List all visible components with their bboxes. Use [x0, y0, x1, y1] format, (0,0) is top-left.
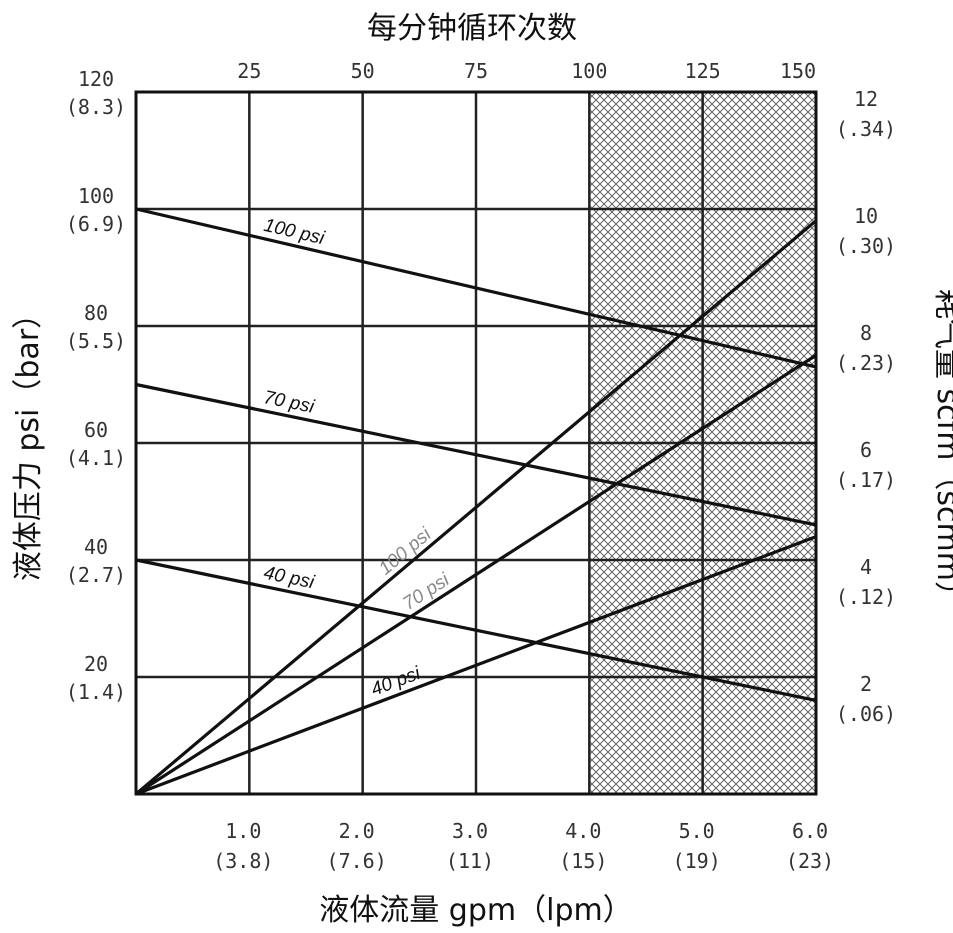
y-tick-sublabel: (4.1): [66, 446, 126, 470]
plot-frame: [134, 90, 818, 796]
y2-axis-label: 耗气量 scfm（scmm）: [930, 289, 953, 611]
pressure-line: [135, 207, 817, 369]
y-tick-label: 80: [84, 301, 108, 325]
y-tick-sublabel: (5.5): [66, 329, 126, 353]
top-tick-label: 100: [571, 59, 607, 83]
x-tick-sublabel: (11): [446, 849, 494, 873]
y2-tick-sublabel: (.30): [836, 234, 896, 258]
y-tick-label: 40: [84, 535, 108, 559]
air-line-label: 100 psi: [375, 524, 436, 580]
top-tick-label: 125: [685, 59, 721, 83]
y-tick-sublabel: (6.9): [66, 212, 126, 236]
x-tick-sublabel: (15): [559, 849, 607, 873]
x-tick-label: 4.0: [565, 819, 601, 843]
y-tick-label: 120: [78, 67, 114, 91]
x-tick-sublabel: (7.6): [327, 849, 387, 873]
y-axis-label: 液体压力 psi（bar）: [11, 299, 46, 581]
x-tick-sublabel: (19): [673, 849, 721, 873]
top-tick-label: 25: [237, 59, 261, 83]
y2-tick-sublabel: (.17): [836, 468, 896, 492]
tick-labels: 1.0 (3.8) 2.0 (7.6) 3.0 (11) 4.0 (15) 5.0 (19) 6.0…: [66, 59, 896, 873]
x-tick-label: 5.0: [679, 819, 715, 843]
chart-title: 每分钟循环次数: [367, 11, 577, 46]
pressure-line: [135, 558, 817, 702]
y-tick-label: 20: [84, 652, 108, 676]
grid: [136, 92, 816, 794]
x-tick-label: 1.0: [225, 819, 261, 843]
y2-tick-label: 6: [860, 438, 872, 462]
series-lines: [134, 207, 818, 796]
y2-tick-sublabel: (.12): [836, 585, 896, 609]
y-tick-sublabel: (1.4): [66, 680, 126, 704]
top-tick-label: 150: [780, 59, 816, 83]
air-line: [135, 535, 817, 796]
air-line: [134, 219, 818, 796]
y-tick-label: 100: [78, 184, 114, 208]
x-tick-label: 3.0: [452, 819, 488, 843]
y-tick-sublabel: (2.7): [66, 563, 126, 587]
y2-tick-label: 8: [860, 321, 872, 345]
y2-tick-label: 4: [860, 555, 872, 579]
y2-tick-sublabel: (.23): [836, 351, 896, 375]
x-tick-label: 2.0: [339, 819, 375, 843]
y2-tick-label: 10: [854, 204, 878, 228]
top-tick-label: 50: [351, 59, 375, 83]
y-tick-label: 60: [84, 418, 108, 442]
y2-tick-label: 12: [854, 87, 878, 111]
x-tick-sublabel: (23): [786, 849, 834, 873]
air-line: [135, 353, 817, 796]
x-tick-label: 6.0: [792, 819, 828, 843]
x-axis-label: 液体流量 gpm（lpm）: [319, 893, 632, 928]
y2-tick-sublabel: (.34): [836, 117, 896, 141]
y2-tick-sublabel: (.06): [836, 702, 896, 726]
pressure-line: [135, 382, 817, 527]
top-tick-label: 75: [464, 59, 488, 83]
x-tick-sublabel: (3.8): [213, 849, 273, 873]
y-tick-sublabel: (8.3): [66, 95, 126, 119]
y2-tick-label: 2: [860, 672, 872, 696]
